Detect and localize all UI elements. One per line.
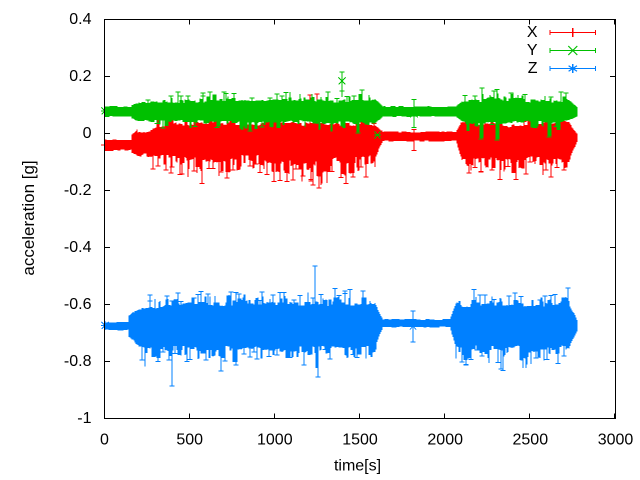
- svg-text:0.4: 0.4: [69, 11, 91, 28]
- svg-text:acceleration [g]: acceleration [g]: [19, 160, 38, 275]
- svg-text:-0.6: -0.6: [64, 296, 92, 313]
- svg-text:-0.8: -0.8: [64, 353, 92, 370]
- svg-text:Z: Z: [528, 60, 538, 77]
- svg-text:time[s]: time[s]: [334, 458, 381, 475]
- svg-text:2000: 2000: [427, 432, 463, 449]
- svg-text:500: 500: [176, 432, 203, 449]
- svg-text:0.2: 0.2: [69, 68, 91, 85]
- svg-text:-0.4: -0.4: [64, 239, 92, 256]
- svg-text:0: 0: [83, 125, 92, 142]
- svg-text:-1: -1: [77, 410, 91, 427]
- svg-text:1500: 1500: [342, 432, 378, 449]
- svg-text:0: 0: [100, 432, 109, 449]
- svg-text:X: X: [527, 24, 538, 41]
- svg-text:Y: Y: [527, 42, 538, 59]
- svg-text:1000: 1000: [257, 432, 293, 449]
- svg-text:3000: 3000: [598, 432, 634, 449]
- svg-text:2500: 2500: [513, 432, 549, 449]
- svg-text:-0.2: -0.2: [64, 182, 92, 199]
